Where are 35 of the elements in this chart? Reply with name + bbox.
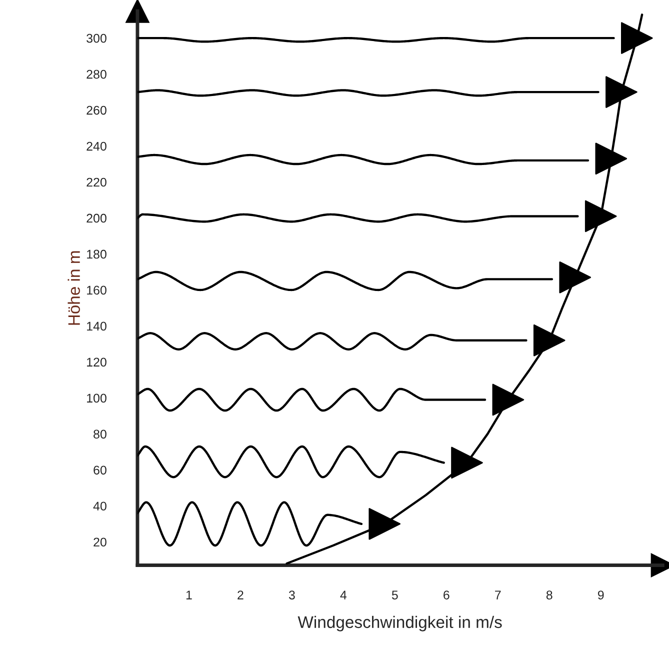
x-tick-label: 1 [186,590,192,600]
y-tick-label: 200 [86,214,106,223]
point [620,22,653,54]
x-tick-label: 5 [392,590,398,600]
point [559,261,592,294]
x-tick-label: 7 [495,590,501,600]
y-tick-label: 220 [86,178,106,187]
x-tick-label: 3 [288,590,295,600]
y-tick-label: 120 [87,358,106,367]
x-axis-title: Windgeschwindigkeit in m/s [298,616,502,632]
y-tick-label: 60 [94,466,106,475]
y-tick-label: 40 [93,502,106,511]
y-tick-label: 300 [86,34,106,43]
x-tick-label: 4 [340,590,347,600]
point [606,76,638,108]
y-tick-label: 280 [86,70,106,79]
y-tick-label: 20 [94,538,106,547]
y-tick-label: 80 [94,430,106,439]
y-axis-title: Höhe in m [68,251,80,325]
point [584,200,617,232]
y-tick-label: 260 [86,106,106,115]
y-tick-label: 180 [87,250,106,259]
point [595,142,628,175]
point [533,324,566,356]
y-tick-label: 240 [86,142,106,151]
y-tick-label: 160 [87,286,106,295]
x-tick-label: 8 [546,590,552,600]
point [368,508,401,540]
point [451,446,483,479]
x-tick-label: 2 [238,590,244,600]
y-tick-label: 140 [87,322,106,331]
point [492,384,524,416]
x-tick-label: 9 [598,590,604,600]
x-tick-label: 6 [444,590,450,600]
y-tick-label: 100 [87,394,106,403]
